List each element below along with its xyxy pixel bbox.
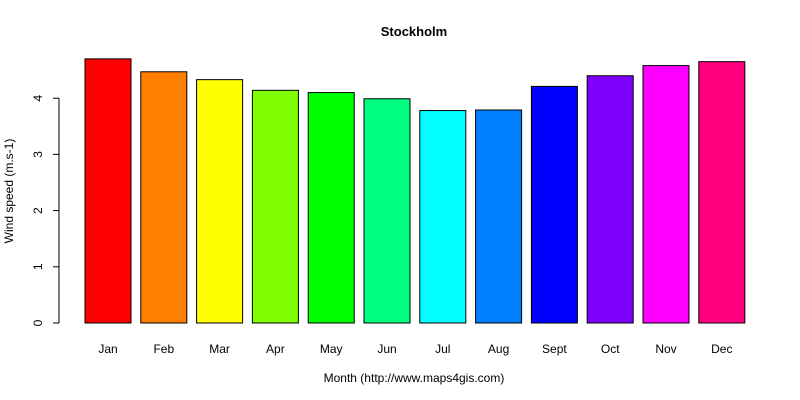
bar-apr — [251, 89, 299, 324]
y-axis-label: Wind speed (m.s-1) — [2, 139, 16, 244]
x-tick-label-nov: Nov — [655, 342, 676, 356]
x-tick-label-may: May — [320, 342, 343, 356]
y-tick-label-3: 3 — [31, 151, 45, 158]
bar-nov — [642, 65, 690, 324]
y-axis: 0 1 2 3 4 — [31, 95, 60, 326]
bar-jul — [419, 110, 467, 324]
x-tick-label-mar: Mar — [209, 342, 230, 356]
bar-feb — [140, 71, 188, 324]
bar-may — [307, 92, 355, 324]
y-tick-label-4: 4 — [31, 95, 45, 102]
bar-jan — [84, 58, 132, 324]
bar-oct — [586, 75, 634, 324]
y-tick-label-2: 2 — [31, 207, 45, 214]
bars-group — [84, 58, 746, 324]
bar-dec — [698, 61, 746, 324]
bar-mar — [196, 79, 244, 324]
x-tick-label-dec: Dec — [711, 342, 732, 356]
bar-jun — [363, 98, 411, 324]
x-tick-label-feb: Feb — [153, 342, 174, 356]
chart-title: Stockholm — [381, 24, 447, 39]
bar-aug — [475, 109, 523, 324]
x-tick-label-jan: Jan — [98, 342, 117, 356]
x-axis-tick-labels: Jan Feb Mar Apr May Jun Jul Aug Sept Oct Nov Dec — [98, 342, 732, 356]
x-tick-label-oct: Oct — [601, 342, 620, 356]
x-tick-label-sept: Sept — [542, 342, 567, 356]
x-tick-label-jul: Jul — [435, 342, 450, 356]
x-tick-label-apr: Apr — [266, 342, 285, 356]
x-tick-label-aug: Aug — [488, 342, 509, 356]
x-tick-label-jun: Jun — [377, 342, 396, 356]
x-axis-label: Month (http://www.maps4gis.com) — [324, 371, 505, 385]
y-tick-label-1: 1 — [31, 263, 45, 270]
y-tick-label-0: 0 — [31, 319, 45, 326]
bar-sept — [530, 85, 578, 324]
